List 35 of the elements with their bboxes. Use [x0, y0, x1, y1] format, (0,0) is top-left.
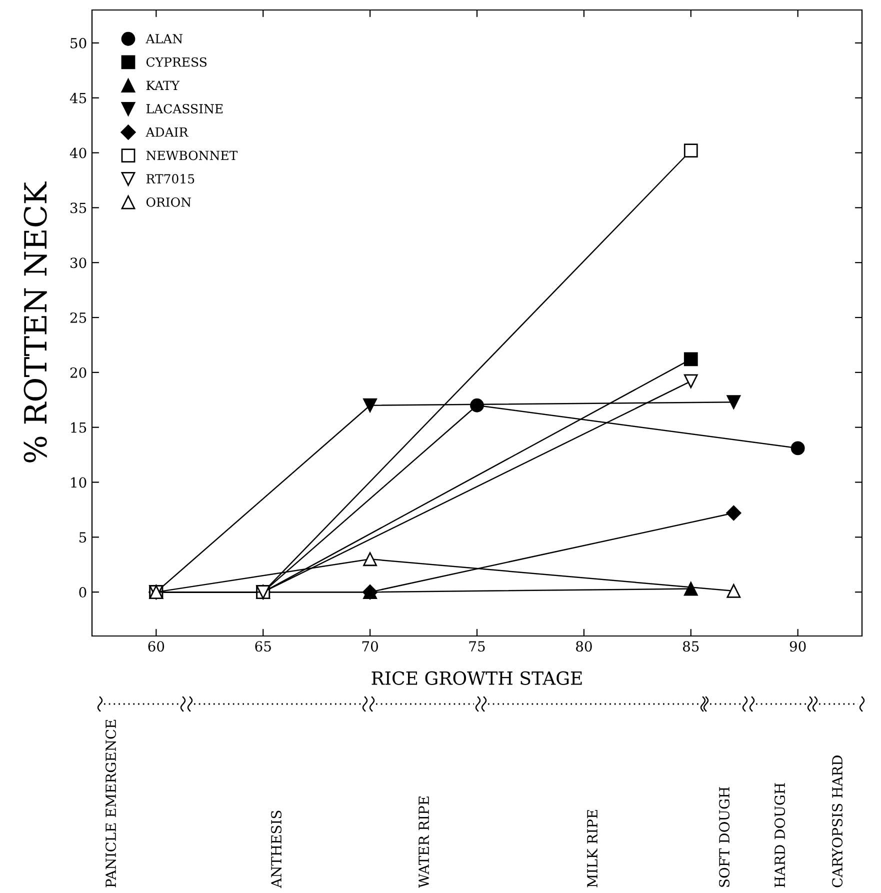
legend-label: LACASSINE	[146, 104, 223, 114]
x-tick-label: 90	[790, 641, 806, 652]
text: ANTHESIS	[271, 810, 282, 888]
x-tick-label: 60	[148, 641, 164, 652]
y-tick-label: 30	[70, 258, 86, 268]
y-tick-label: 45	[70, 92, 86, 104]
text: MILK RIPE	[587, 810, 598, 888]
x-tick-label: 75	[469, 641, 485, 652]
text: SOFT DOUGH	[719, 787, 730, 887]
text: CARYOPSIS HARD	[832, 756, 843, 888]
text: HARD DOUGH	[774, 783, 786, 888]
x-tick-label: 65	[255, 641, 271, 652]
legend-label: ALAN	[146, 34, 182, 44]
text: WATER RIPE	[418, 796, 429, 888]
legend-label: ADAIR	[146, 128, 188, 137]
y-tick-label: 40	[70, 148, 86, 158]
y-tick-label: 0	[79, 587, 86, 598]
y-tick-label: 15	[71, 422, 86, 433]
legend-label: CYPRESS	[146, 57, 207, 67]
y-axis-title: % ROTTEN NECK	[24, 181, 47, 462]
y-tick-label: 20	[70, 367, 86, 378]
legend-label: KATY	[146, 80, 180, 90]
y-tick-label: 25	[70, 312, 86, 323]
y-tick-label: 35	[70, 202, 86, 214]
legend-label: RT7015	[146, 174, 194, 184]
text: PANICLE EMERGENCE	[106, 720, 116, 888]
x-axis-title: RICE GROWTH STAGE	[372, 671, 582, 685]
legend-label: NEWBONNET	[146, 150, 238, 160]
x-tick-label: 80	[576, 641, 592, 652]
y-tick-label: 10	[71, 477, 86, 488]
y-tick-label: 5	[79, 532, 86, 543]
x-tick-label: 85	[682, 641, 699, 652]
x-tick-label: 70	[362, 641, 378, 652]
y-tick-label: 50	[70, 38, 86, 48]
legend-label: ORION	[146, 197, 191, 207]
